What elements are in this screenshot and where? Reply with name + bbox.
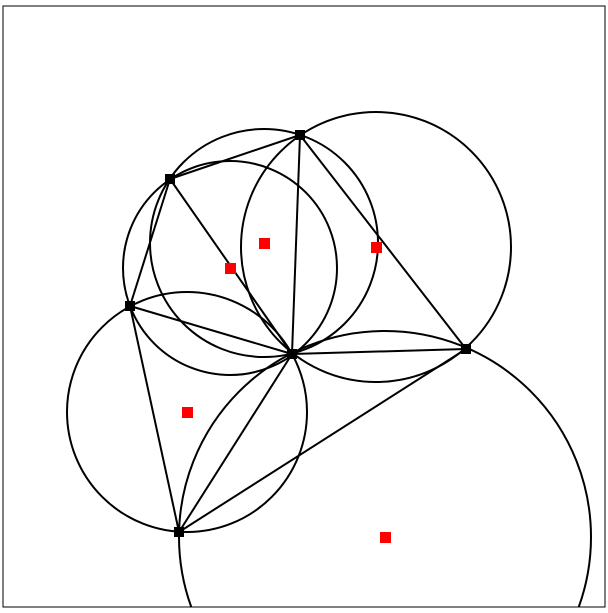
edge bbox=[129, 305, 180, 533]
edge bbox=[291, 134, 301, 355]
edge bbox=[169, 134, 301, 180]
circumcircle bbox=[122, 160, 338, 376]
edges bbox=[129, 134, 467, 533]
frame bbox=[2, 5, 606, 608]
edge bbox=[299, 134, 467, 350]
circumcenter bbox=[225, 263, 236, 274]
vertices bbox=[125, 130, 471, 537]
edge bbox=[178, 353, 293, 533]
circumcenter bbox=[182, 407, 193, 418]
edge bbox=[129, 305, 293, 355]
edge bbox=[129, 178, 171, 307]
vertex bbox=[165, 174, 175, 184]
circumcenter bbox=[380, 532, 391, 543]
vertex bbox=[461, 344, 471, 354]
vertex bbox=[287, 349, 297, 359]
edge bbox=[178, 348, 467, 533]
circumcircle bbox=[66, 291, 308, 533]
circumcenter bbox=[259, 238, 270, 249]
vertex bbox=[295, 130, 305, 140]
vertex bbox=[125, 301, 135, 311]
edge bbox=[291, 348, 467, 355]
circumcenters bbox=[182, 238, 391, 543]
circumcenter bbox=[371, 242, 382, 253]
vertex bbox=[174, 527, 184, 537]
circumcircle bbox=[240, 111, 512, 383]
